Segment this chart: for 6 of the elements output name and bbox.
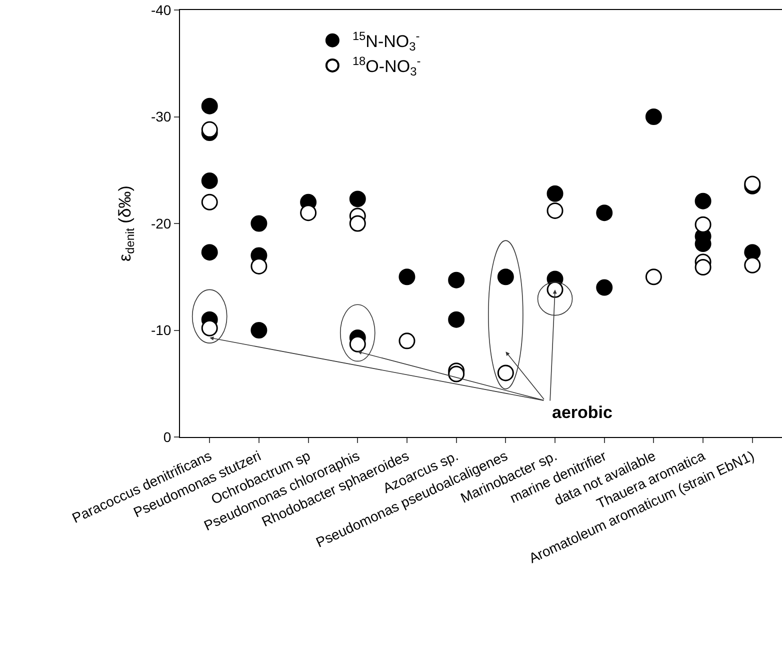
y-tick-label: 0 [163,428,172,445]
y-tick-label: -20 [150,215,172,232]
y-tick-label: -10 [150,322,172,338]
y-tick-label: -30 [150,108,172,125]
y-tick-label: -40 [150,2,172,18]
annotation: aerobic [552,403,612,422]
